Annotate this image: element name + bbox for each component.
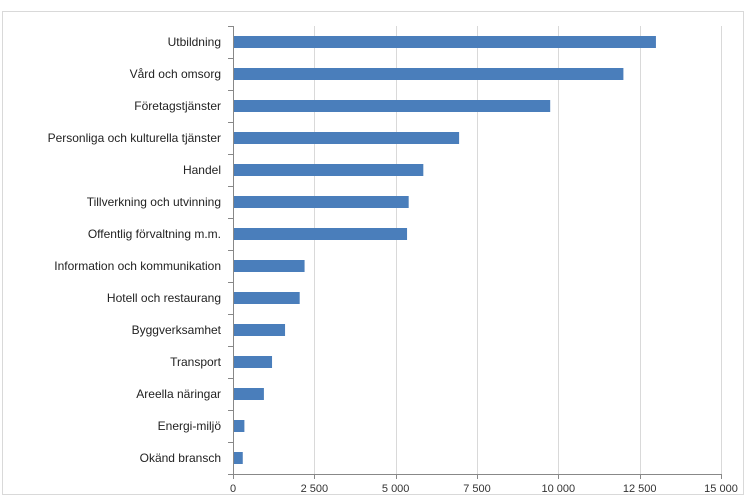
x-tick-label: 2 500	[301, 483, 329, 495]
bar	[233, 164, 424, 176]
x-tick-label: 15 000	[704, 483, 738, 495]
bar	[233, 420, 245, 432]
x-tick-label: 12 500	[623, 483, 657, 495]
bar	[233, 324, 286, 336]
bar	[233, 356, 273, 368]
category-label: Vård och omsorg	[130, 67, 221, 81]
category-label: Information och kommunikation	[54, 259, 221, 273]
category-label: Hotell och restaurang	[107, 291, 221, 305]
bar	[233, 196, 409, 208]
x-tick-label: 5 000	[382, 483, 410, 495]
category-label: Tillverkning och utvinning	[87, 195, 221, 209]
category-label: Energi-miljö	[158, 419, 222, 433]
x-tick-label: 10 000	[542, 483, 576, 495]
category-label: Offentlig förvaltning m.m.	[88, 227, 221, 241]
bar	[233, 132, 460, 144]
bar	[233, 452, 243, 464]
category-label: Utbildning	[168, 35, 221, 49]
bar	[233, 260, 305, 272]
category-label: Areella näringar	[136, 387, 221, 401]
bar	[233, 388, 264, 400]
bar	[233, 292, 300, 304]
category-label: Personliga och kulturella tjänster	[48, 131, 221, 145]
bar	[233, 68, 624, 80]
bar	[233, 100, 551, 112]
category-label: Okänd bransch	[140, 451, 221, 465]
category-label: Företagstjänster	[134, 99, 221, 113]
bar	[233, 228, 408, 240]
bar	[233, 36, 656, 48]
category-label: Byggverksamhet	[132, 323, 222, 337]
x-tick-label: 7 500	[463, 483, 491, 495]
chart-frame	[2, 11, 744, 495]
category-label: Transport	[170, 355, 222, 369]
category-label: Handel	[183, 163, 221, 177]
x-tick-label: 0	[230, 483, 236, 495]
